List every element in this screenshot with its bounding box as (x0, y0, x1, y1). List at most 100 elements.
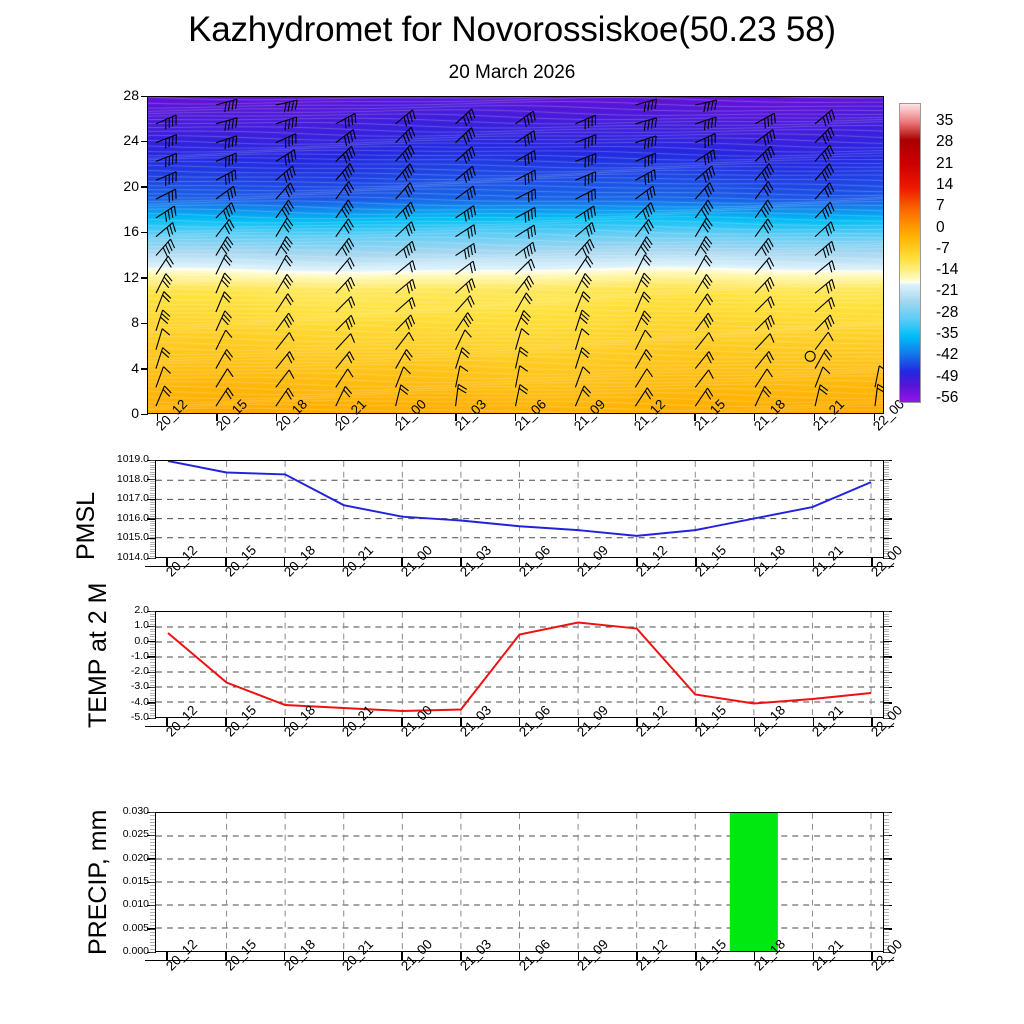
main-y-tick-label: 4 (131, 359, 139, 376)
y-minor-tick (150, 677, 155, 679)
y-minor-tick (150, 838, 155, 840)
y-minor-tick (150, 628, 155, 630)
y-minor-tick (884, 912, 889, 913)
y-minor-tick (150, 679, 155, 681)
y-minor-tick (884, 513, 889, 515)
y-minor-tick (150, 613, 155, 615)
colorbar-label: 14 (936, 175, 954, 193)
y-minor-tick (884, 523, 889, 524)
precip-plot[interactable] (155, 812, 884, 952)
y-minor-tick (150, 682, 155, 684)
y-minor-tick (150, 623, 155, 625)
y-minor-tick (884, 656, 889, 658)
y-minor-tick (884, 865, 889, 867)
y-minor-tick (150, 523, 155, 524)
x-tickmark (518, 952, 521, 961)
y-minor-tick (884, 915, 889, 917)
y-minor-tick (884, 478, 889, 480)
x-tickmark (460, 952, 462, 961)
x-tickmark (871, 952, 873, 961)
x-tickmark (636, 952, 638, 961)
y-minor-tick (150, 862, 155, 863)
y-minor-tick (150, 495, 155, 496)
y-minor-tick (150, 471, 155, 473)
main-y-tickmark (141, 322, 148, 325)
main-x-tickmark (515, 414, 517, 421)
main-y-tick-label: 8 (131, 314, 139, 331)
y-minor-tick (150, 872, 155, 873)
x-tickmark (225, 952, 227, 961)
y-minor-tick (884, 659, 889, 661)
y-minor-tick (884, 661, 889, 663)
y-minor-tick (150, 499, 155, 501)
y-minor-tick (884, 878, 889, 880)
y-minor-tick (150, 888, 155, 890)
y-minor-tick (150, 908, 155, 910)
main-x-tickmark (574, 414, 577, 421)
y-minor-tick (150, 544, 155, 545)
main-x-tickmark (276, 414, 278, 421)
y-minor-tick (884, 669, 889, 671)
y-minor-tick (150, 858, 155, 860)
y-minor-tick (150, 878, 155, 880)
y-minor-tick (884, 633, 889, 635)
y-minor-tick (884, 905, 889, 907)
y-minor-tick (150, 715, 155, 717)
y-minor-tick (884, 882, 889, 883)
main-y-tickmark (141, 186, 148, 188)
x-tickmark (401, 952, 403, 961)
y-minor-tick (150, 664, 155, 666)
y-minor-tick (150, 478, 155, 480)
y-minor-tick (884, 710, 889, 712)
pmsl-series (156, 461, 883, 557)
y-tick-label: 1014.0 (116, 551, 149, 563)
y-minor-tick (884, 942, 889, 943)
y-minor-tick (150, 530, 155, 531)
x-tickmark (636, 558, 638, 567)
y-minor-tick (884, 464, 889, 466)
y-minor-tick (884, 631, 889, 633)
y-minor-tick (884, 868, 889, 870)
y-minor-tick (884, 471, 889, 473)
main-x-tickmark (156, 414, 158, 421)
y-minor-tick (884, 509, 889, 510)
y-minor-tick (884, 481, 889, 482)
y-minor-tick (884, 664, 889, 666)
temperature-colorbar[interactable] (899, 103, 921, 403)
y-minor-tick (150, 474, 155, 475)
main-y-tick-label: 16 (123, 223, 139, 240)
y-minor-tick (884, 539, 889, 541)
y-minor-tick (884, 812, 889, 813)
y-minor-tick (150, 462, 155, 464)
y-minor-tick (150, 865, 155, 867)
y-minor-tick (884, 888, 889, 890)
y-tick-label: 1018.0 (116, 472, 149, 485)
pmsl-plot[interactable] (155, 460, 884, 558)
y-minor-tick (884, 646, 889, 648)
vertical-cross-section-plot[interactable] (147, 96, 884, 414)
colorbar-label: -14 (936, 261, 959, 279)
x-tickmark (518, 718, 521, 727)
y-minor-tick (150, 504, 155, 506)
main-y-tickmark (141, 95, 148, 97)
main-y-tickmark (141, 277, 148, 279)
y-minor-tick (884, 474, 889, 475)
x-tickmark (342, 952, 345, 961)
y-minor-tick (884, 672, 889, 674)
main-y-tickmark (141, 368, 148, 370)
y-minor-tick (150, 855, 155, 857)
y-minor-tick (150, 848, 155, 850)
y-tick-label: 1017.0 (116, 492, 149, 505)
x-tickmark (518, 558, 521, 567)
temp-series (156, 612, 883, 717)
y-minor-tick (884, 488, 889, 489)
y-minor-tick (150, 469, 155, 471)
x-tickmark (283, 718, 286, 727)
y-minor-tick (884, 537, 889, 538)
temp-plot[interactable] (155, 611, 884, 718)
x-tickmark (225, 558, 227, 567)
y-minor-tick (150, 912, 155, 913)
y-minor-tick (884, 718, 889, 719)
y-minor-tick (884, 495, 889, 496)
pmsl-axis-label: PMSL (72, 491, 100, 560)
